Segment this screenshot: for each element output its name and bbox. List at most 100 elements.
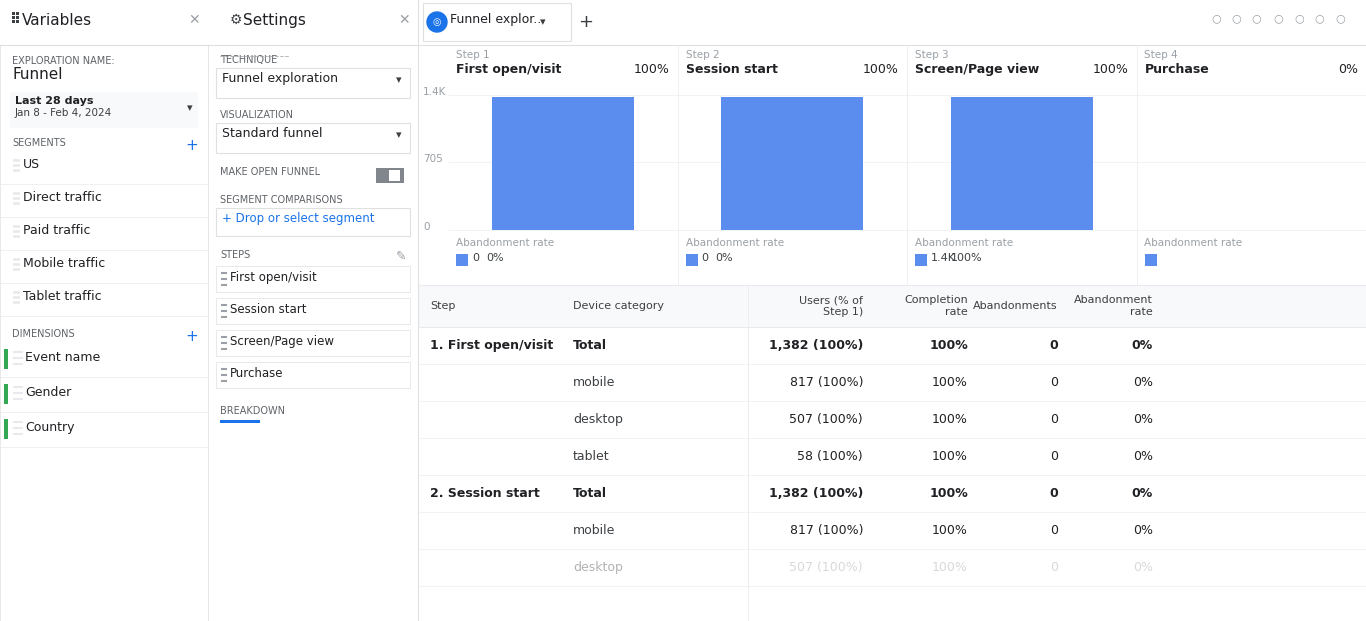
Text: ○: ○ — [1231, 13, 1240, 23]
Text: ✎: ✎ — [396, 250, 406, 263]
Text: tablet: tablet — [572, 450, 609, 463]
Text: 0: 0 — [1050, 524, 1059, 537]
Bar — [418, 285, 1366, 327]
Text: ○: ○ — [1251, 13, 1261, 23]
Text: MAKE OPEN FUNNEL: MAKE OPEN FUNNEL — [220, 167, 320, 177]
Text: 0: 0 — [1050, 376, 1059, 389]
Bar — [418, 0, 1366, 621]
Text: Device category: Device category — [572, 301, 664, 311]
Text: BREAKDOWN: BREAKDOWN — [220, 406, 285, 416]
Bar — [423, 3, 571, 41]
Text: 2. Session start: 2. Session start — [430, 487, 540, 500]
Text: ○: ○ — [1335, 13, 1346, 23]
Text: 100%: 100% — [1093, 63, 1128, 76]
Circle shape — [428, 12, 447, 32]
Text: DIMENSIONS: DIMENSIONS — [12, 329, 75, 339]
Bar — [16, 16, 19, 19]
Text: 0%: 0% — [1132, 524, 1153, 537]
Text: Abandonment rate: Abandonment rate — [915, 238, 1014, 248]
Text: ✕: ✕ — [189, 13, 199, 27]
Bar — [389, 170, 400, 181]
Text: Purchase: Purchase — [1145, 63, 1209, 76]
Text: 0%: 0% — [1132, 487, 1153, 500]
Text: 0%: 0% — [716, 253, 734, 263]
Bar — [216, 298, 410, 324]
Text: Funnel explor...: Funnel explor... — [449, 13, 545, 26]
Text: Step 4: Step 4 — [1145, 50, 1177, 60]
Bar — [216, 330, 410, 356]
Text: 58 (100%): 58 (100%) — [798, 450, 863, 463]
Text: Abandonments: Abandonments — [974, 301, 1059, 311]
Text: 1. First open/visit: 1. First open/visit — [430, 339, 553, 352]
Text: ⚙: ⚙ — [229, 13, 243, 27]
Text: 507 (100%): 507 (100%) — [790, 561, 863, 574]
Text: ◎: ◎ — [433, 17, 441, 27]
Text: 100%: 100% — [863, 63, 899, 76]
Bar — [12, 20, 15, 23]
Text: 0%: 0% — [1132, 413, 1153, 426]
Text: ○: ○ — [1212, 13, 1221, 23]
Text: 100%: 100% — [932, 450, 968, 463]
Text: 100%: 100% — [932, 524, 968, 537]
Text: Total: Total — [572, 487, 607, 500]
Text: Purchase: Purchase — [229, 367, 284, 380]
Text: Funnel: Funnel — [12, 67, 63, 82]
Text: Step 1: Step 1 — [456, 50, 489, 60]
Text: ▾: ▾ — [187, 103, 193, 113]
Text: 1.4K: 1.4K — [423, 87, 447, 97]
Text: 817 (100%): 817 (100%) — [790, 524, 863, 537]
Text: Jan 8 - Feb 4, 2024: Jan 8 - Feb 4, 2024 — [15, 108, 112, 118]
Bar — [12, 16, 15, 19]
Text: Last 28 days: Last 28 days — [15, 96, 93, 106]
Text: Abandonment rate: Abandonment rate — [1145, 238, 1243, 248]
Bar — [216, 208, 410, 236]
Text: 0: 0 — [423, 222, 429, 232]
Text: 0%: 0% — [1132, 450, 1153, 463]
Bar — [12, 12, 15, 15]
Bar — [492, 97, 634, 230]
Text: desktop: desktop — [572, 413, 623, 426]
Bar — [216, 68, 410, 98]
Text: 817 (100%): 817 (100%) — [790, 376, 863, 389]
Text: Tablet traffic: Tablet traffic — [23, 290, 101, 303]
Text: SEGMENTS: SEGMENTS — [12, 138, 66, 148]
Text: 100%: 100% — [929, 487, 968, 500]
Text: 0: 0 — [1050, 561, 1059, 574]
Text: 1.4K: 1.4K — [932, 253, 956, 263]
Bar — [686, 254, 698, 266]
Bar — [216, 123, 410, 153]
Text: +: + — [186, 138, 198, 153]
Text: 0%: 0% — [1132, 376, 1153, 389]
Bar — [4, 349, 8, 369]
Text: 0%: 0% — [486, 253, 504, 263]
Text: 100%: 100% — [951, 253, 982, 263]
Bar — [216, 362, 410, 388]
Text: 1,382 (100%): 1,382 (100%) — [769, 339, 863, 352]
Text: 0%: 0% — [1132, 561, 1153, 574]
Text: 0: 0 — [702, 253, 709, 263]
Text: 0: 0 — [1050, 413, 1059, 426]
Text: 0: 0 — [1050, 450, 1059, 463]
Text: Step 3: Step 3 — [915, 50, 948, 60]
Text: 0: 0 — [1049, 487, 1059, 500]
Text: Total: Total — [572, 339, 607, 352]
Text: +: + — [578, 13, 593, 31]
Bar — [418, 0, 1366, 45]
Text: +: + — [186, 329, 198, 344]
Text: Direct traffic: Direct traffic — [23, 191, 102, 204]
Text: First open/visit: First open/visit — [456, 63, 561, 76]
Bar — [4, 384, 8, 404]
Text: EXPLORATION NAME:: EXPLORATION NAME: — [12, 56, 115, 66]
Bar — [220, 420, 260, 423]
Text: VISUALIZATION: VISUALIZATION — [220, 110, 294, 120]
Text: 0: 0 — [1049, 339, 1059, 352]
Text: 0%: 0% — [1339, 63, 1358, 76]
Text: ✕: ✕ — [399, 13, 410, 27]
Text: Settings: Settings — [243, 13, 306, 28]
Text: 100%: 100% — [929, 339, 968, 352]
Text: Step: Step — [430, 301, 455, 311]
Text: 100%: 100% — [932, 413, 968, 426]
Text: 705: 705 — [423, 154, 443, 164]
Text: 100%: 100% — [634, 63, 669, 76]
Text: 0%: 0% — [1132, 339, 1153, 352]
